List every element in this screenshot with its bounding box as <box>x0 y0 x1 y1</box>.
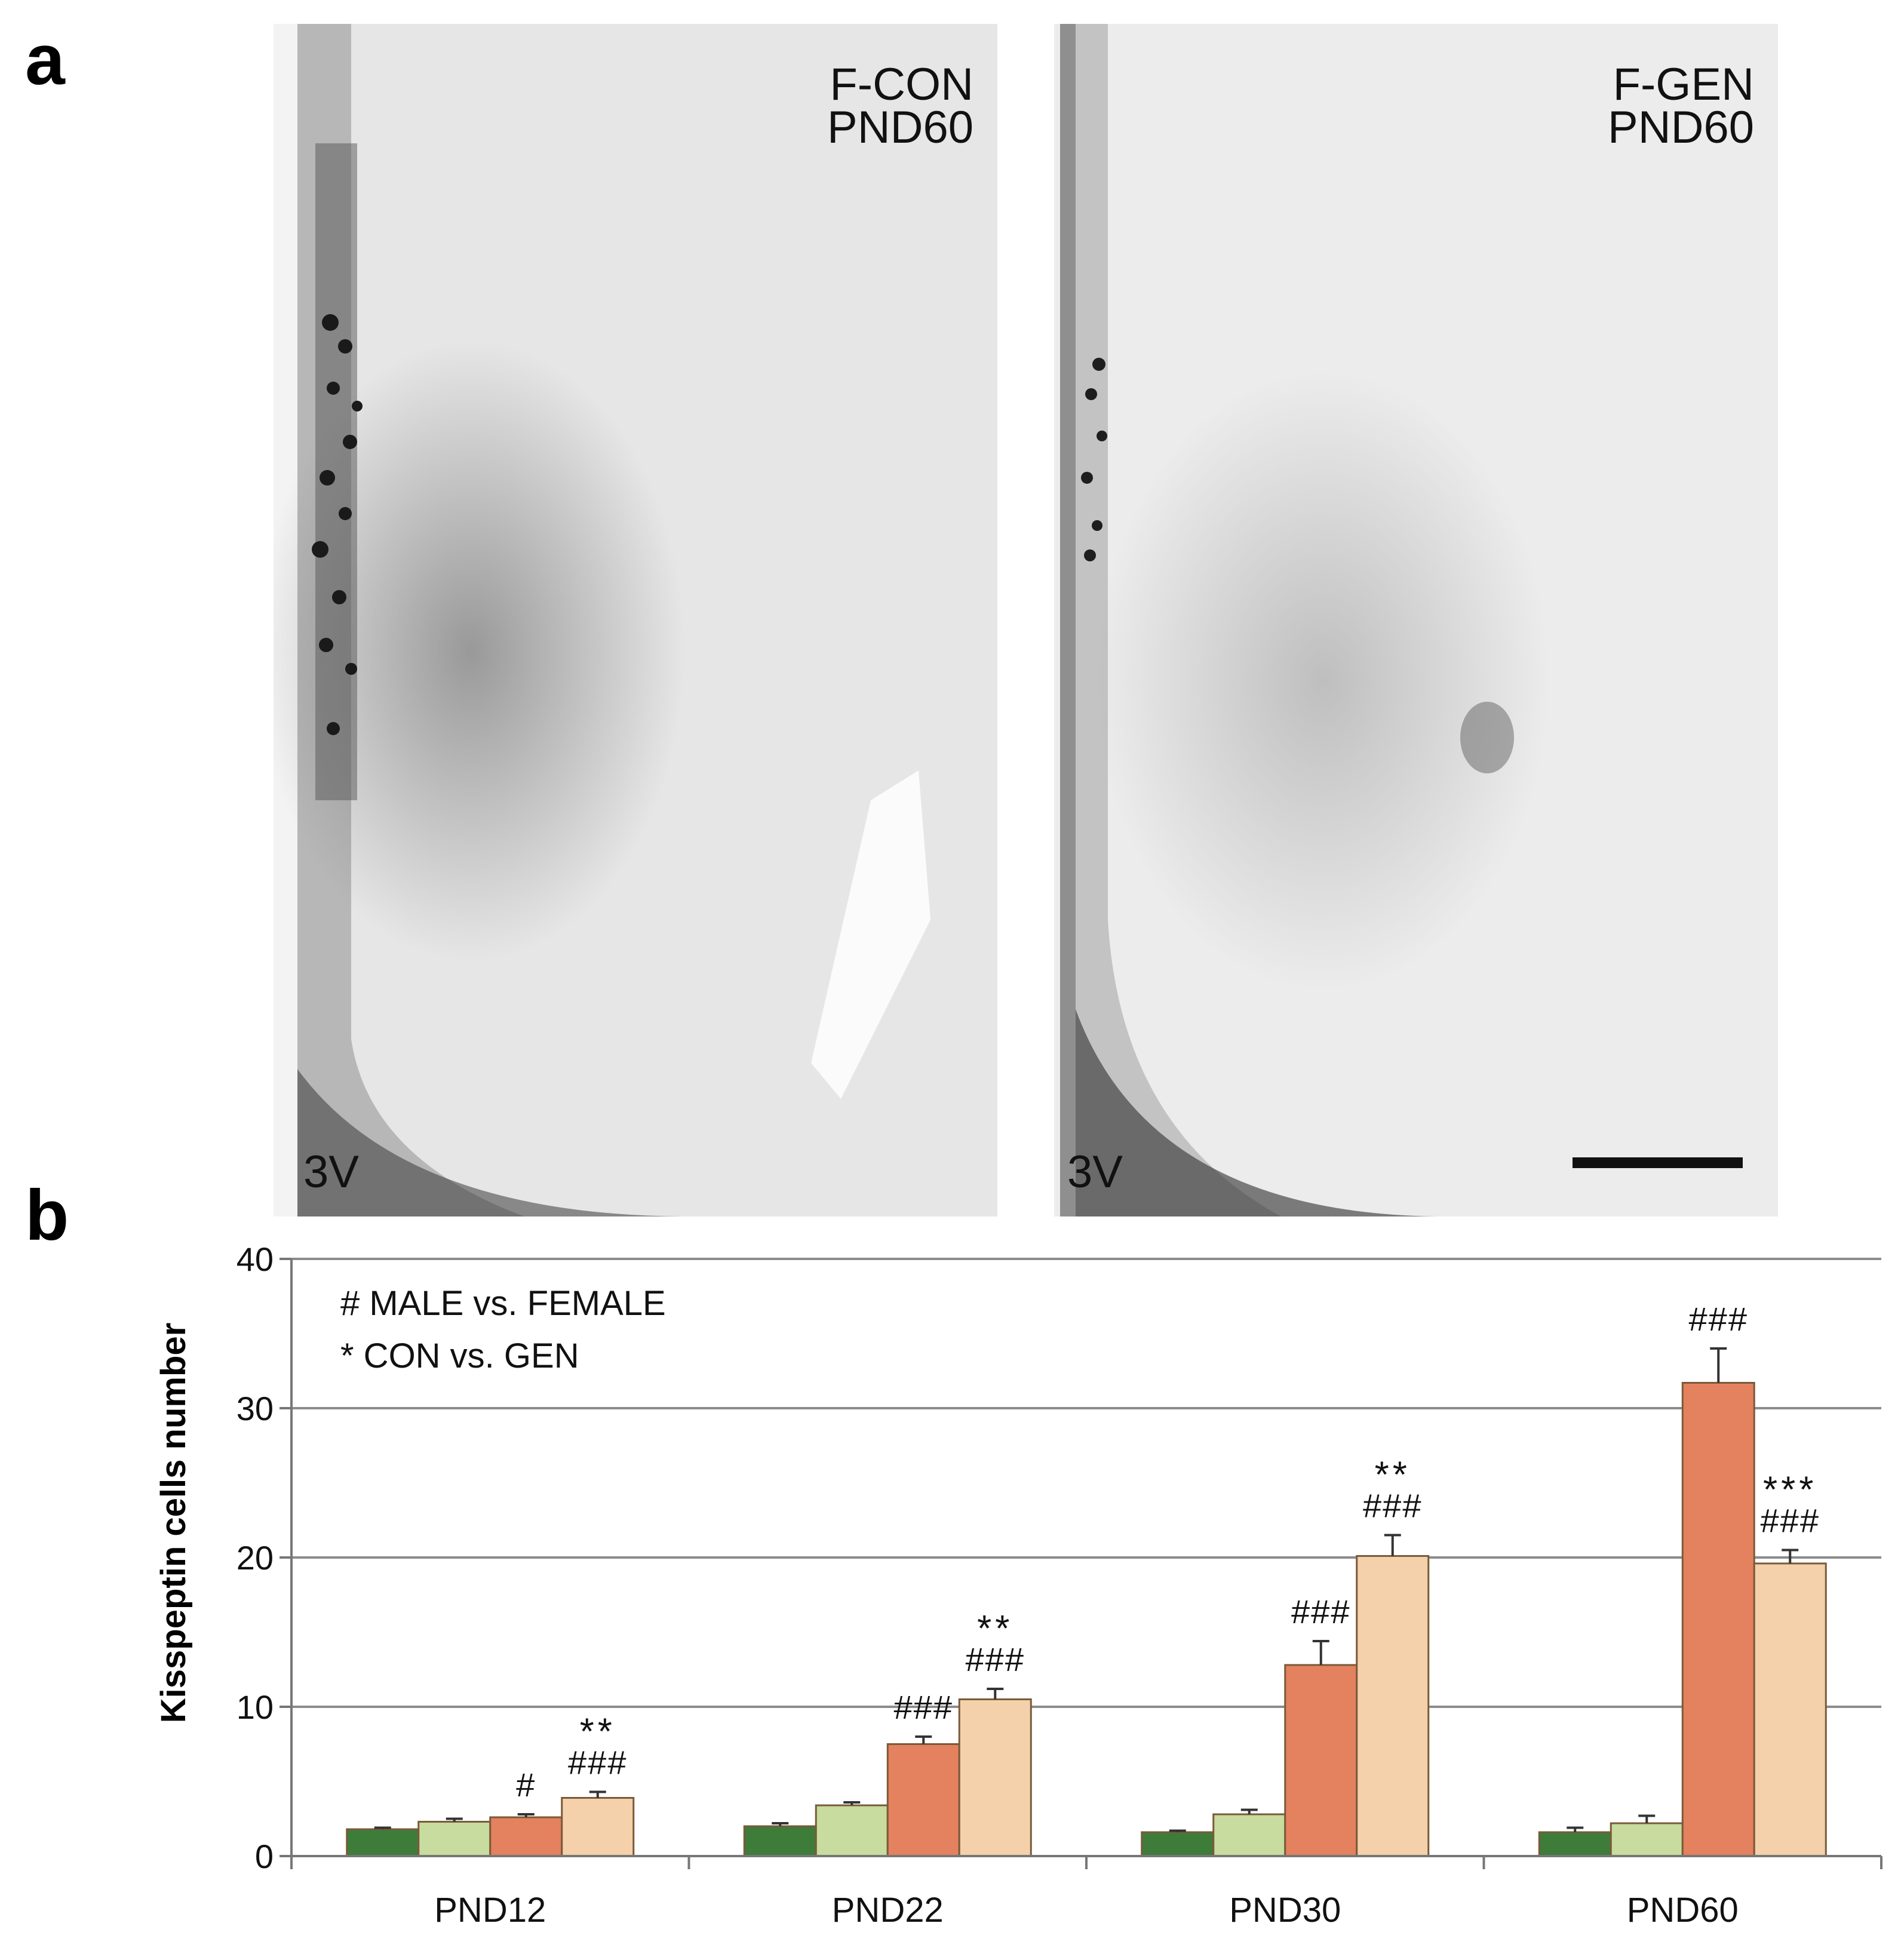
bar <box>1356 1555 1430 1857</box>
bar <box>958 1698 1032 1857</box>
bar <box>1538 1831 1612 1857</box>
panel-b-label: b <box>25 1175 69 1255</box>
significance-label: ### <box>966 1640 1025 1678</box>
bar <box>561 1797 635 1857</box>
micrograph-f-con-label: F-CON PND60 <box>827 59 973 153</box>
bar <box>346 1828 420 1857</box>
significance-label: ** <box>1375 1455 1411 1496</box>
bar <box>1610 1822 1684 1857</box>
significance-marks: ####**######** ######**######*** <box>516 1300 1820 1804</box>
significance-label: ### <box>568 1744 627 1781</box>
y-tick-label: 30 <box>237 1390 274 1427</box>
bar <box>489 1816 563 1857</box>
significance-label: ### <box>1761 1502 1820 1540</box>
bar <box>886 1743 960 1857</box>
x-tick-label: PND12 <box>434 1891 546 1930</box>
significance-label: ### <box>1363 1487 1422 1525</box>
x-axis: PND12 PND22 PND30 PND60 <box>290 1259 1882 1930</box>
micrograph-f-gen-group: F-GEN <box>1613 59 1754 110</box>
bar <box>743 1825 817 1857</box>
panel-a-label: a <box>25 20 65 100</box>
y-tick-label: 40 <box>237 1240 274 1278</box>
significance-label: ** <box>977 1608 1013 1649</box>
scale-bar <box>1573 1157 1743 1168</box>
micrograph-f-con-group: F-CON <box>830 59 973 110</box>
bar <box>1753 1562 1827 1857</box>
legend-note-con-gen: * CON vs. GEN <box>340 1337 579 1375</box>
micrograph-f-gen: F-GEN PND60 3V <box>1054 24 1778 1216</box>
micrograph-f-gen-texture <box>1054 24 1778 1216</box>
y-tick-label: 20 <box>237 1539 274 1577</box>
micrograph-f-gen-age: PND60 <box>1608 102 1754 153</box>
y-axis-label: Kisspeptin cells number <box>154 1323 193 1723</box>
significance-label: # <box>516 1766 536 1804</box>
x-tick-label: PND30 <box>1229 1891 1341 1930</box>
bar <box>1141 1831 1215 1857</box>
significance-label: ### <box>1689 1300 1748 1338</box>
x-tick-label: PND60 <box>1627 1891 1739 1930</box>
micrograph-f-con: F-CON PND60 3V <box>274 24 997 1216</box>
bars <box>346 1382 1827 1857</box>
legend-note-male-female: # MALE vs. FEMALE <box>340 1284 666 1323</box>
bar <box>1212 1813 1286 1857</box>
significance-label: ### <box>1291 1593 1350 1630</box>
significance-label: ### <box>894 1688 953 1726</box>
bar <box>417 1821 492 1857</box>
y-tick-label: 0 <box>255 1838 274 1875</box>
micrograph-f-con-3v-label: 3V <box>303 1147 359 1197</box>
significance-label: ** <box>580 1712 616 1753</box>
bar <box>1681 1382 1755 1857</box>
error-bars <box>374 1347 1799 1832</box>
micrograph-f-gen-3v-label: 3V <box>1067 1147 1123 1197</box>
micrograph-f-gen-label: F-GEN PND60 <box>1608 59 1754 153</box>
bar <box>1284 1664 1358 1857</box>
grid-lines <box>280 1258 1881 1857</box>
significance-label: *** <box>1763 1470 1817 1511</box>
x-tick-label: PND22 <box>832 1891 944 1930</box>
micrograph-f-con-texture <box>274 24 997 1216</box>
micrograph-f-con-age: PND60 <box>827 102 973 153</box>
y-tick-labels: 0 10 20 30 40 <box>237 1240 274 1875</box>
y-tick-label: 10 <box>237 1688 274 1726</box>
bar <box>815 1804 889 1857</box>
